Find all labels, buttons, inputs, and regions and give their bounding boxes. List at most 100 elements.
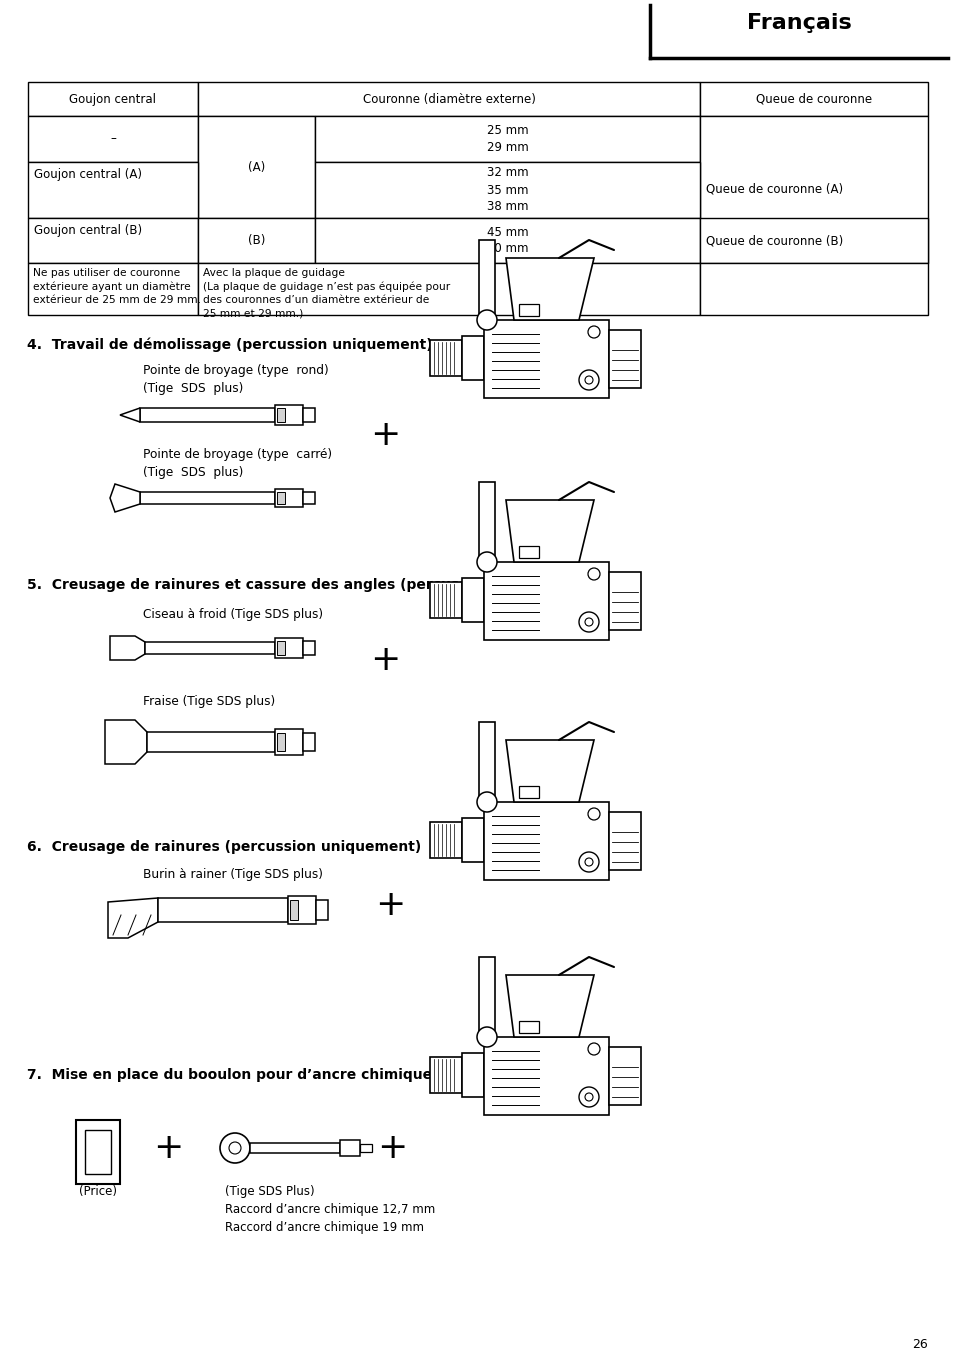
Bar: [483, 320, 608, 397]
Circle shape: [578, 1087, 598, 1107]
Text: (B): (B): [248, 234, 265, 247]
Circle shape: [587, 1042, 599, 1055]
Bar: [518, 546, 538, 558]
Text: –: –: [110, 132, 116, 146]
Bar: [430, 339, 461, 376]
Bar: [140, 408, 274, 422]
Bar: [430, 581, 461, 618]
Polygon shape: [110, 635, 145, 660]
Polygon shape: [505, 258, 594, 320]
Bar: [478, 483, 495, 562]
Bar: [608, 813, 640, 869]
Bar: [608, 330, 640, 388]
Polygon shape: [110, 484, 140, 512]
Text: Queue de couronne (A): Queue de couronne (A): [705, 183, 842, 196]
Circle shape: [578, 612, 598, 631]
Bar: [478, 957, 495, 1037]
Bar: [518, 786, 538, 798]
Bar: [303, 733, 314, 750]
Bar: [76, 1119, 120, 1184]
Bar: [147, 731, 274, 752]
Bar: [303, 492, 314, 504]
Text: 7.  Mise en place du booulon pour d’ancre chimique (rotation + frappe): 7. Mise en place du booulon pour d’ancre…: [27, 1068, 585, 1082]
Text: +: +: [370, 644, 399, 677]
Text: (Tige SDS Plus)
Raccord d’ancre chimique 12,7 mm
Raccord d’ancre chimique 19 mm: (Tige SDS Plus) Raccord d’ancre chimique…: [225, 1184, 435, 1234]
Text: Goujon central (B): Goujon central (B): [34, 224, 142, 237]
Bar: [28, 162, 198, 218]
Bar: [276, 408, 285, 422]
Circle shape: [476, 552, 497, 572]
Bar: [483, 802, 608, 880]
Bar: [314, 116, 700, 162]
Circle shape: [584, 859, 593, 867]
Bar: [303, 408, 314, 422]
Polygon shape: [505, 740, 594, 802]
Text: Goujon central: Goujon central: [70, 92, 156, 105]
Circle shape: [578, 370, 598, 389]
Bar: [28, 264, 198, 315]
Bar: [518, 1021, 538, 1033]
Text: Pointe de broyage (type  carré)
(Tige  SDS  plus): Pointe de broyage (type carré) (Tige SDS…: [143, 448, 332, 479]
Circle shape: [587, 808, 599, 821]
Bar: [430, 822, 461, 859]
Bar: [339, 1140, 359, 1156]
Circle shape: [587, 568, 599, 580]
Text: 45 mm
50 mm: 45 mm 50 mm: [486, 226, 528, 256]
Text: Ne pas utiliser de couronne
extérieure ayant un diamètre
extérieur de 25 mm de 2: Ne pas utiliser de couronne extérieure a…: [33, 268, 201, 306]
Bar: [478, 241, 495, 320]
Bar: [288, 896, 315, 923]
Text: Goujon central (A): Goujon central (A): [34, 168, 142, 181]
Bar: [314, 218, 700, 264]
Bar: [700, 264, 927, 315]
Text: (A): (A): [248, 161, 265, 173]
Bar: [28, 116, 198, 162]
Text: Queue de couronne (B): Queue de couronne (B): [705, 234, 842, 247]
Polygon shape: [120, 408, 140, 422]
Bar: [276, 641, 285, 654]
Circle shape: [587, 326, 599, 338]
Circle shape: [229, 1142, 241, 1155]
Bar: [483, 562, 608, 639]
Text: Pointe de broyage (type  rond)
(Tige  SDS  plus): Pointe de broyage (type rond) (Tige SDS …: [143, 364, 329, 395]
Text: (Price): (Price): [79, 1184, 117, 1198]
Circle shape: [220, 1133, 250, 1163]
Bar: [461, 1053, 483, 1096]
Bar: [290, 900, 297, 919]
Bar: [461, 337, 483, 380]
Polygon shape: [108, 898, 158, 938]
Bar: [518, 304, 538, 316]
Bar: [198, 218, 314, 264]
Text: 4.  Travail de démolissage (percussion uniquement): 4. Travail de démolissage (percussion un…: [27, 338, 432, 353]
Text: 5.  Creusage de rainures et cassure des angles (percussion uniquement): 5. Creusage de rainures et cassure des a…: [27, 579, 597, 592]
Bar: [700, 218, 927, 264]
Text: 32 mm
35 mm
38 mm: 32 mm 35 mm 38 mm: [486, 166, 528, 214]
Bar: [649, 5, 947, 58]
Text: Burin à rainer (Tige SDS plus): Burin à rainer (Tige SDS plus): [143, 868, 323, 882]
Bar: [85, 1130, 111, 1174]
Circle shape: [578, 852, 598, 872]
Bar: [359, 1144, 372, 1152]
Bar: [198, 264, 700, 315]
Bar: [276, 492, 285, 504]
Text: Ciseau à froid (Tige SDS plus): Ciseau à froid (Tige SDS plus): [143, 608, 323, 621]
Text: 25 mm
29 mm: 25 mm 29 mm: [486, 124, 528, 154]
Polygon shape: [505, 975, 594, 1037]
Text: 26: 26: [911, 1338, 927, 1351]
Bar: [461, 818, 483, 863]
Text: Avec la plaque de guidage
(La plaque de guidage n’est pas équipée pour
des couro: Avec la plaque de guidage (La plaque de …: [203, 268, 450, 318]
Bar: [145, 642, 274, 654]
Text: +: +: [375, 888, 405, 922]
Polygon shape: [505, 500, 594, 562]
Bar: [28, 82, 198, 116]
Bar: [608, 572, 640, 630]
Bar: [483, 1037, 608, 1115]
Bar: [700, 82, 927, 116]
Bar: [461, 579, 483, 622]
Text: +: +: [152, 1132, 183, 1165]
Bar: [250, 1142, 339, 1153]
Bar: [158, 898, 288, 922]
Text: Fraise (Tige SDS plus): Fraise (Tige SDS plus): [143, 695, 275, 708]
Text: Français: Français: [746, 14, 850, 32]
Bar: [315, 900, 328, 919]
Bar: [700, 116, 927, 264]
